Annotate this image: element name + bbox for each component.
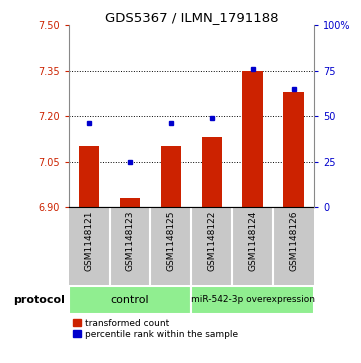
Bar — [79, 146, 99, 207]
Text: GSM1148124: GSM1148124 — [248, 211, 257, 271]
Bar — [243, 71, 263, 207]
Text: protocol: protocol — [13, 295, 65, 305]
Text: GSM1148126: GSM1148126 — [289, 211, 298, 271]
Bar — [69, 286, 191, 314]
Text: GSM1148121: GSM1148121 — [84, 211, 93, 271]
Text: GSM1148123: GSM1148123 — [126, 211, 134, 271]
Text: GSM1148122: GSM1148122 — [207, 211, 216, 271]
Bar — [283, 92, 304, 207]
Legend: transformed count, percentile rank within the sample: transformed count, percentile rank withi… — [73, 318, 238, 339]
Bar — [161, 146, 181, 207]
Text: miR-542-3p overexpression: miR-542-3p overexpression — [191, 295, 315, 304]
Bar — [201, 137, 222, 207]
Text: GSM1148125: GSM1148125 — [166, 211, 175, 271]
Bar — [191, 286, 314, 314]
Text: control: control — [111, 295, 149, 305]
Bar — [120, 198, 140, 207]
Title: GDS5367 / ILMN_1791188: GDS5367 / ILMN_1791188 — [105, 11, 278, 24]
